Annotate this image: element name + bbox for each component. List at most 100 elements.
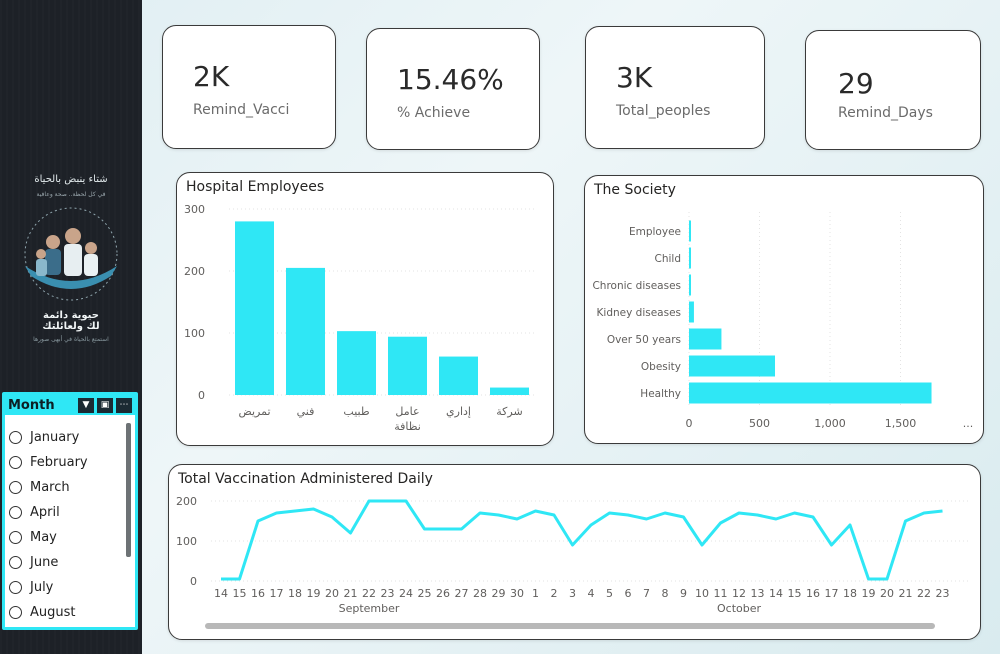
kpi-value: 15.46%: [397, 63, 504, 96]
month-option[interactable]: June: [9, 550, 88, 575]
x-tick-label: 20: [880, 587, 894, 600]
x-tick-label: 6: [625, 587, 632, 600]
radio-icon[interactable]: [9, 481, 22, 494]
month-option[interactable]: May: [9, 525, 88, 550]
x-tick-label: تمريض: [238, 405, 270, 418]
hospital-employees-chart[interactable]: Hospital Employees 0 100 200 300 تمريض فني طبي…: [176, 172, 554, 446]
slicer-header: Month ▼ ▣ ⋯: [5, 395, 135, 415]
daily-vaccination-chart[interactable]: Total Vaccination Administered Daily 0 10…: [168, 464, 981, 640]
horizontal-scrollbar[interactable]: [205, 623, 935, 629]
month-option[interactable]: February: [9, 450, 88, 475]
bar: [689, 355, 776, 377]
x-tick-label: 0: [686, 417, 693, 430]
more-indicator: ...: [963, 417, 974, 430]
month-label: May: [30, 530, 57, 545]
x-tick-label: 25: [418, 587, 432, 600]
month-option[interactable]: August: [9, 600, 88, 625]
sidebar: شتاء ينبض بالحياة في كل لحظة.. صحة وعافي…: [0, 0, 142, 654]
y-tick-label: 200: [176, 495, 197, 508]
kpi-card-remind-vacci[interactable]: 2K Remind_Vacci: [162, 25, 336, 149]
x-tick-label: 18: [843, 587, 857, 600]
radio-icon[interactable]: [9, 531, 22, 544]
x-tick-label: 30: [510, 587, 524, 600]
kpi-card-total-peoples[interactable]: 3K Total_peoples: [585, 26, 765, 149]
month-label: June: [30, 555, 59, 570]
series-line: [221, 499, 943, 581]
x-tick-label: 2: [551, 587, 558, 600]
y-tick-label: 100: [176, 535, 197, 548]
x-tick-label: 23: [936, 587, 950, 600]
bar: [689, 301, 694, 323]
x-tick-label: 13: [751, 587, 765, 600]
y-tick-label: 200: [184, 265, 205, 278]
x-tick-label: إداري: [446, 405, 471, 418]
month-label: October: [717, 602, 761, 615]
x-tick-label: 7: [643, 587, 650, 600]
x-tick-label: 21: [899, 587, 913, 600]
hospital-employees-svg: 0 100 200 300 تمريض فني طبيب عامل نظافة إداري شركة: [184, 203, 535, 433]
x-tick-label: 14: [769, 587, 783, 600]
bar: [689, 247, 691, 269]
logo-tagline: استمتع بالحياة في أبهى صورها: [33, 336, 109, 343]
more-icon[interactable]: ⋯: [116, 397, 132, 413]
month-option[interactable]: April: [9, 500, 88, 525]
kpi-label: Remind_Vacci: [193, 102, 290, 118]
radio-icon[interactable]: [9, 606, 22, 619]
x-tick-label: 8: [662, 587, 669, 600]
y-tick-label: Kidney diseases: [597, 307, 681, 319]
x-tick-label: 22: [917, 587, 931, 600]
x-tick-label: 15: [788, 587, 802, 600]
logo-headline-1: حيوية دائمة: [43, 310, 99, 321]
x-tick-label: 500: [749, 417, 770, 430]
x-tick-label: 1,500: [885, 417, 917, 430]
x-tick-label: 16: [251, 587, 265, 600]
radio-icon[interactable]: [9, 456, 22, 469]
x-tick-label: طبيب: [343, 405, 369, 418]
radio-icon[interactable]: [9, 556, 22, 569]
bar: [235, 221, 274, 395]
slicer-scrollbar[interactable]: [126, 423, 131, 557]
x-tick-label: نظافة: [394, 420, 421, 433]
chart-title: The Society: [594, 182, 676, 198]
bar: [689, 220, 691, 242]
y-tick-label: 0: [190, 575, 197, 588]
chart-title: Hospital Employees: [186, 179, 325, 195]
x-tick-label: 4: [588, 587, 595, 600]
month-list: January February March April May June July Augu…: [9, 425, 88, 625]
campaign-logo: شتاء ينبض بالحياة في كل لحظة.. صحة وعافي…: [0, 170, 142, 370]
y-tick-label: Employee: [629, 226, 681, 238]
kpi-value: 3K: [616, 61, 653, 94]
kpi-card-remind-days[interactable]: 29 Remind_Days: [805, 30, 981, 150]
y-tick-label: Over 50 years: [607, 334, 681, 346]
x-tick-label: 9: [680, 587, 687, 600]
x-tick-label: 28: [473, 587, 487, 600]
x-tick-label: 23: [381, 587, 395, 600]
society-chart[interactable]: The Society 0 500 1,000 1,500... Employee Chi…: [584, 175, 984, 444]
month-option[interactable]: March: [9, 475, 88, 500]
x-tick-label: 17: [270, 587, 284, 600]
month-option[interactable]: January: [9, 425, 88, 450]
x-tick-label: 3: [569, 587, 576, 600]
x-tick-label: 20: [325, 587, 339, 600]
x-tick-label: 5: [606, 587, 613, 600]
x-tick-label: 24: [399, 587, 413, 600]
logo-headline-2: لك ولعائلتك: [42, 321, 100, 332]
focus-icon[interactable]: ▣: [97, 397, 113, 413]
radio-icon[interactable]: [9, 506, 22, 519]
kpi-card-achieve[interactable]: 15.46% % Achieve: [366, 28, 540, 150]
x-tick-label: 26: [436, 587, 450, 600]
x-tick-label: 11: [714, 587, 728, 600]
kpi-label: Remind_Days: [838, 105, 933, 121]
x-tick-label: 15: [233, 587, 247, 600]
y-tick-label: Chronic diseases: [592, 280, 681, 292]
month-label: July: [30, 580, 54, 595]
month-option[interactable]: July: [9, 575, 88, 600]
bar: [490, 387, 529, 395]
bar: [689, 382, 932, 404]
bar: [689, 328, 722, 350]
slicer-title: Month: [8, 397, 55, 413]
bar: [689, 274, 691, 296]
filter-icon[interactable]: ▼: [78, 397, 94, 413]
radio-icon[interactable]: [9, 581, 22, 594]
radio-icon[interactable]: [9, 431, 22, 444]
